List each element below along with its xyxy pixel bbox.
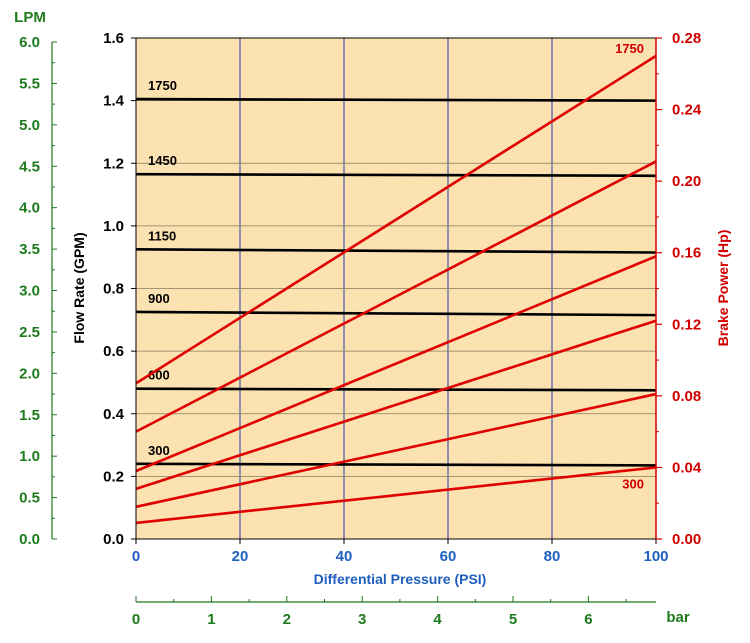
flow-line-label: 300 bbox=[148, 443, 170, 458]
power-line-900 bbox=[135, 319, 657, 491]
y2-tick-label: 0.04 bbox=[672, 459, 702, 476]
power-line-1450 bbox=[135, 160, 657, 433]
power-line-300 bbox=[135, 466, 657, 525]
lpm-tick-label: 4.0 bbox=[19, 200, 40, 217]
y-tick-label: 1.0 bbox=[103, 218, 124, 235]
lpm-tick-label: 3.5 bbox=[19, 241, 40, 258]
lpm-tick-label: 1.0 bbox=[19, 448, 40, 465]
flow-line-600 bbox=[135, 387, 657, 392]
power-line-label: 1750 bbox=[615, 41, 644, 56]
y2-tick-label: 0.28 bbox=[672, 30, 701, 47]
bar-tick-label: 3 bbox=[358, 611, 366, 628]
bar-tick-label: 0 bbox=[132, 611, 140, 628]
x-tick-label: 60 bbox=[440, 548, 457, 565]
y-tick-label: 0.2 bbox=[103, 468, 124, 485]
lpm-tick-label: 2.5 bbox=[19, 324, 40, 341]
y-tick-label: 0.0 bbox=[103, 531, 124, 548]
flow-line-label: 900 bbox=[148, 291, 170, 306]
y-tick-label: 1.2 bbox=[103, 155, 124, 172]
y2-tick-label: 0.16 bbox=[672, 245, 701, 262]
flow-line-900 bbox=[135, 310, 657, 317]
flow-line-label: 1450 bbox=[148, 153, 177, 168]
x-axis-label: Differential Pressure (PSI) bbox=[314, 571, 487, 587]
y2-tick-label: 0.08 bbox=[672, 388, 701, 405]
y2-tick-label: 0.24 bbox=[672, 102, 702, 119]
power-line-1750 bbox=[135, 54, 657, 385]
lpm-tick-label: 0.0 bbox=[19, 531, 40, 548]
flow-line-label: 1750 bbox=[148, 78, 177, 93]
flow-line-label: 1150 bbox=[148, 228, 176, 243]
power-line-label: 300 bbox=[622, 476, 644, 491]
y-tick-label: 0.8 bbox=[103, 281, 124, 298]
y-tick-label: 0.6 bbox=[103, 343, 124, 360]
x-tick-label: 20 bbox=[232, 548, 249, 565]
y-axis-label: Flow Rate (GPM) bbox=[71, 232, 87, 343]
lpm-tick-label: 5.0 bbox=[19, 117, 40, 134]
flow-line-1750 bbox=[135, 97, 657, 102]
lpm-tick-label: 0.5 bbox=[19, 490, 40, 507]
bar-tick-label: 6 bbox=[584, 611, 592, 628]
bar-tick-label: 4 bbox=[433, 611, 442, 628]
y2-tick-label: 0.20 bbox=[672, 173, 701, 190]
y-tick-label: 1.6 bbox=[103, 30, 124, 47]
flow-line-300 bbox=[135, 462, 657, 467]
power-line-1150 bbox=[135, 255, 657, 473]
lpm-tick-label: 6.0 bbox=[19, 34, 40, 51]
bar-tick-label: 5 bbox=[509, 611, 517, 628]
lpm-tick-label: 2.0 bbox=[19, 365, 40, 382]
y2-tick-label: 0.00 bbox=[672, 531, 701, 548]
flow-line-1150 bbox=[135, 248, 657, 254]
lpm-tick-label: 3.0 bbox=[19, 283, 40, 300]
y2-tick-label: 0.12 bbox=[672, 316, 701, 333]
x-tick-label: 100 bbox=[643, 548, 668, 565]
power-line-600 bbox=[135, 392, 657, 509]
bar-axis-label: bar bbox=[666, 609, 690, 626]
lpm-tick-label: 1.5 bbox=[19, 407, 40, 424]
y2-axis-label: Brake Power (Hp) bbox=[715, 230, 731, 347]
y-tick-label: 0.4 bbox=[103, 406, 125, 423]
lpm-tick-label: 4.5 bbox=[19, 158, 40, 175]
x-tick-label: 40 bbox=[336, 548, 353, 565]
y-tick-label: 1.4 bbox=[103, 93, 125, 110]
lpm-axis-label: LPM bbox=[14, 9, 46, 26]
lpm-tick-label: 5.5 bbox=[19, 75, 40, 92]
bar-tick-label: 2 bbox=[283, 611, 291, 628]
bar-tick-label: 1 bbox=[207, 611, 215, 628]
x-tick-label: 0 bbox=[132, 548, 140, 565]
flow-line-1450 bbox=[135, 172, 657, 178]
x-tick-label: 80 bbox=[544, 548, 561, 565]
